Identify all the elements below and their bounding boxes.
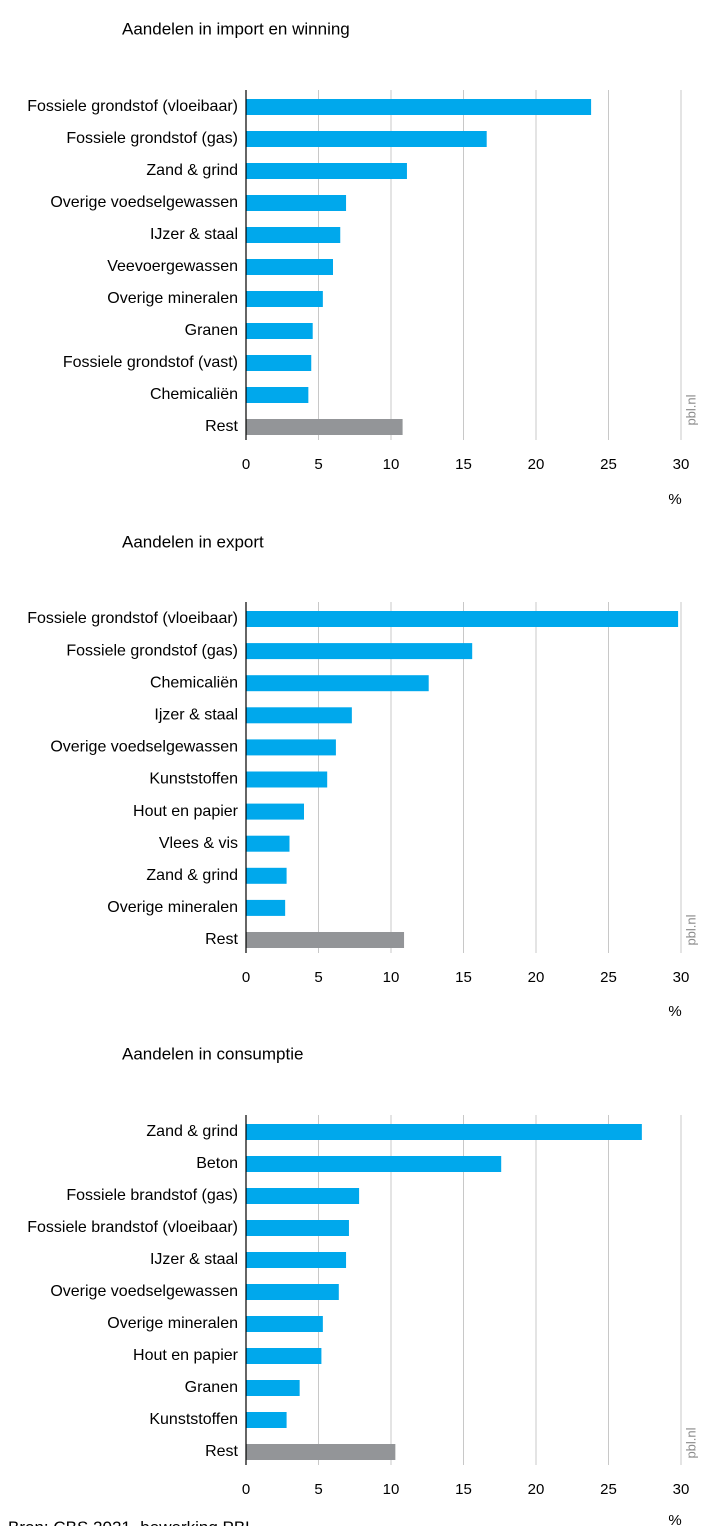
chart3-tick-label: 0 xyxy=(242,1481,250,1498)
chart2-bar xyxy=(246,739,336,756)
chart3-bar xyxy=(246,1348,322,1364)
chart3-category-label: Overige mineralen xyxy=(107,1315,238,1332)
chart2-category-label: Zand & grind xyxy=(146,867,238,884)
chart3-category-label: Overige voedselgewassen xyxy=(50,1283,238,1300)
chart2-bar xyxy=(246,643,473,660)
chart1-unit-label: % xyxy=(668,491,681,508)
chart1-category-label: Veevoergewassen xyxy=(107,258,238,275)
chart3-category-label: Kunststoffen xyxy=(149,1411,238,1428)
chart2-bar xyxy=(246,835,290,852)
chart1-bar xyxy=(246,163,407,179)
chart1-category-label: Zand & grind xyxy=(146,162,238,179)
chart3-category-label: Fossiele brandstof (vloeibaar) xyxy=(27,1219,238,1236)
chart1-tick-label: 30 xyxy=(673,456,690,473)
chart1-tick-label: 20 xyxy=(528,456,545,473)
chart2-category-label: Fossiele grondstof (vloeibaar) xyxy=(27,610,238,627)
chart1-bar xyxy=(246,387,309,403)
chart2-bar xyxy=(246,771,328,788)
chart1-category-label: Granen xyxy=(185,322,238,339)
chart1-bar xyxy=(246,99,592,115)
chart1-tick-label: 5 xyxy=(314,456,322,473)
chart3-category-label: Rest xyxy=(205,1443,238,1460)
chart3-tick-label: 5 xyxy=(314,1481,322,1498)
chart3-tick-label: 15 xyxy=(455,1481,472,1498)
chart3-category-label: IJzer & staal xyxy=(150,1251,238,1268)
chart2-title: Aandelen in export xyxy=(122,532,264,551)
chart1-tick-label: 25 xyxy=(600,456,617,473)
chart2-category-label: Overige voedselgewassen xyxy=(50,739,238,756)
chart1-tick-label: 15 xyxy=(455,456,472,473)
chart1-category-label: Chemicaliën xyxy=(150,386,238,403)
chart2-category-label: Chemicaliën xyxy=(150,674,238,691)
chart2-category-label: Ijzer & staal xyxy=(154,707,238,724)
chart1-bar xyxy=(246,291,323,307)
chart1-bar xyxy=(246,195,347,211)
chart2-category-label: Kunststoffen xyxy=(149,771,238,788)
chart3-tick-label: 30 xyxy=(673,1481,690,1498)
chart1-category-label: Overige voedselgewassen xyxy=(50,194,238,211)
chart2-bar xyxy=(246,611,679,627)
chart3-unit-label: % xyxy=(668,1512,681,1526)
chart3-watermark: pbl.nl xyxy=(683,1427,698,1458)
source-note: Bron: CBS 2021, bewerking PBL xyxy=(8,1518,255,1526)
chart1-category-label: Fossiele grondstof (gas) xyxy=(66,130,238,147)
chart2-bar xyxy=(246,675,429,692)
chart1-bar xyxy=(246,227,341,243)
chart2-category-label: Fossiele grondstof (gas) xyxy=(66,642,238,659)
chart3-bar xyxy=(246,1124,642,1140)
chart2-tick-label: 0 xyxy=(242,969,250,986)
chart1-tick-label: 0 xyxy=(242,456,250,473)
chart1-bar xyxy=(246,131,487,147)
chart2-bar xyxy=(246,867,287,884)
chart1-category-label: Fossiele grondstof (vloeibaar) xyxy=(27,98,238,115)
chart3-bar xyxy=(246,1380,300,1396)
chart3-category-label: Zand & grind xyxy=(146,1123,238,1140)
chart2-tick-label: 25 xyxy=(600,969,617,986)
chart3-bar xyxy=(246,1188,360,1204)
chart2-watermark: pbl.nl xyxy=(683,914,698,945)
chart2-tick-label: 10 xyxy=(383,969,400,986)
chart1-category-label: Overige mineralen xyxy=(107,290,238,307)
chart2-tick-label: 30 xyxy=(673,969,690,986)
chart3-bar xyxy=(246,1316,323,1332)
chart2-bar xyxy=(246,932,405,948)
chart3-tick-label: 25 xyxy=(600,1481,617,1498)
chart3-bar xyxy=(246,1220,349,1236)
chart1-bar xyxy=(246,323,313,339)
chart3-tick-label: 20 xyxy=(528,1481,545,1498)
chart2-tick-label: 20 xyxy=(528,969,545,986)
chart1-title: Aandelen in import en winning xyxy=(122,19,350,38)
chart2-tick-label: 5 xyxy=(314,969,322,986)
chart1-category-label: Rest xyxy=(205,418,238,435)
chart3-title: Aandelen in consumptie xyxy=(122,1044,303,1063)
chart3-bar xyxy=(246,1156,502,1172)
chart3-category-label: Beton xyxy=(196,1155,238,1172)
chart2-tick-label: 15 xyxy=(455,969,472,986)
chart2-category-label: Hout en papier xyxy=(133,803,239,820)
chart3-tick-label: 10 xyxy=(383,1481,400,1498)
chart3-category-label: Fossiele brandstof (gas) xyxy=(66,1187,238,1204)
chart3-category-label: Hout en papier xyxy=(133,1347,239,1364)
chart1-bar xyxy=(246,419,403,435)
chart1-category-label: Fossiele grondstof (vast) xyxy=(63,354,238,371)
chart3-bar xyxy=(246,1252,347,1268)
chart2-category-label: Vlees & vis xyxy=(159,835,238,852)
chart2-bar xyxy=(246,899,286,916)
chart1-bar xyxy=(246,259,333,275)
chart2-unit-label: % xyxy=(668,1003,681,1020)
chart2-bar xyxy=(246,803,304,820)
chart2-category-label: Rest xyxy=(205,931,238,948)
chart2-category-label: Overige mineralen xyxy=(107,899,238,916)
chart3-bar xyxy=(246,1412,287,1428)
chart1-category-label: IJzer & staal xyxy=(150,226,238,243)
chart3-category-label: Granen xyxy=(185,1379,238,1396)
chart3-bar xyxy=(246,1444,396,1460)
chart3-bar xyxy=(246,1284,339,1300)
chart1-watermark: pbl.nl xyxy=(683,394,698,425)
chart2-bar xyxy=(246,707,352,724)
chart1-tick-label: 10 xyxy=(383,456,400,473)
chart1-bar xyxy=(246,355,312,371)
